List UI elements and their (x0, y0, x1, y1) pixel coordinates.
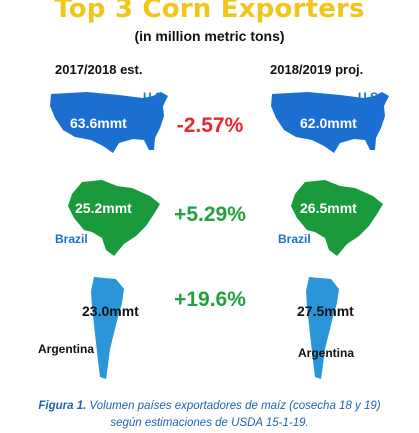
brazil-map-left (68, 180, 160, 256)
country-label-us-right: U.S. (358, 90, 382, 104)
chart-title: Top 3 Corn Exporters (54, 0, 365, 24)
value-us-2018-2019: 62.0mmt (300, 115, 357, 131)
value-brazil-2017-2018: 25.2mmt (75, 200, 132, 216)
country-label-us-left: U.S. (143, 90, 167, 104)
chart-subtitle: (in million metric tons) (134, 28, 285, 44)
change-argentina: +19.6% (174, 288, 246, 311)
value-argentina-2018-2019: 27.5mmt (297, 303, 354, 319)
country-label-brazil-left: Brazil (55, 232, 88, 246)
change-us: -2.57% (176, 114, 244, 137)
caption-line-1: Volumen países exportadores de maíz (cos… (86, 400, 381, 412)
country-label-argentina-right: Argentina (298, 346, 355, 360)
caption-label: Figura 1. (38, 400, 87, 412)
argentina-map-right (306, 277, 339, 379)
country-label-argentina-left: Argentina (38, 342, 95, 356)
figure-caption: Figura 1. Volumen países exportadores de… (0, 398, 419, 432)
column-header-2017-2018: 2017/2018 est. (55, 62, 143, 77)
us-map-left (50, 92, 168, 153)
value-us-2017-2018: 63.6mmt (70, 115, 127, 131)
value-argentina-2017-2018: 23.0mmt (82, 303, 139, 319)
value-brazil-2018-2019: 26.5mmt (300, 200, 357, 216)
column-header-2018-2019: 2018/2019 proj. (270, 62, 364, 77)
caption-line-2: según estimaciones de USDA 15-1-19. (110, 417, 309, 429)
us-map-right (271, 92, 389, 153)
brazil-map-right (291, 180, 383, 256)
argentina-map-left (91, 277, 124, 379)
change-brazil: +5.29% (174, 203, 246, 226)
country-label-brazil-right: Brazil (278, 232, 311, 246)
